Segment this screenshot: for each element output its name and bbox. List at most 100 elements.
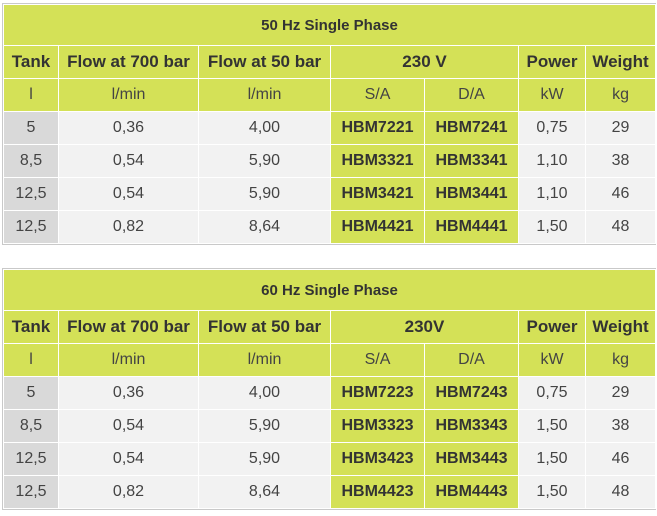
cell-weight: 38 [584, 144, 657, 178]
unit-flow-50: l/min [198, 78, 331, 112]
table-row: 12,5 0,54 5,90 HBM3423 HBM3443 1,50 46 [3, 442, 657, 476]
unit-weight: kg [584, 78, 657, 112]
cell-flow-50: 8,64 [198, 210, 331, 244]
table-row: 12,5 0,82 8,64 HBM4421 HBM4441 1,50 48 [3, 210, 657, 244]
cell-model-sa: HBM3421 [330, 177, 425, 211]
cell-tank: 5 [3, 111, 59, 145]
unit-power: kW [518, 343, 586, 377]
table-row: 5 0,36 4,00 HBM7223 HBM7243 0,75 29 [3, 376, 657, 410]
cell-tank: 12,5 [3, 475, 59, 509]
cell-model-sa: HBM4423 [330, 475, 425, 509]
header-weight: Weight [584, 45, 657, 79]
unit-row: l l/min l/min S/A D/A kW kg [3, 343, 657, 377]
cell-weight: 48 [584, 475, 657, 509]
unit-da: D/A [424, 343, 519, 377]
cell-model-sa: HBM7221 [330, 111, 425, 145]
cell-model-da: HBM4441 [424, 210, 519, 244]
cell-model-da: HBM3341 [424, 144, 519, 178]
cell-weight: 46 [584, 177, 657, 211]
cell-power: 1,50 [518, 210, 586, 244]
cell-model-da: HBM3443 [424, 442, 519, 476]
table-title: 50 Hz Single Phase [2, 4, 657, 46]
cell-tank: 5 [3, 376, 59, 410]
unit-row: l l/min l/min S/A D/A kW kg [3, 78, 657, 112]
cell-power: 1,50 [518, 475, 586, 509]
cell-weight: 29 [584, 376, 657, 410]
cell-tank: 12,5 [3, 442, 59, 476]
cell-tank: 12,5 [3, 177, 59, 211]
cell-flow-50: 4,00 [198, 376, 331, 410]
cell-weight: 29 [584, 111, 657, 145]
cell-model-sa: HBM7223 [330, 376, 425, 410]
spec-table: 60 Hz Single Phase Tank Flow at 700 bar … [2, 269, 657, 509]
header-voltage: 230 V [330, 45, 519, 79]
cell-power: 1,50 [518, 442, 586, 476]
header-flow-700: Flow at 700 bar [58, 45, 199, 79]
unit-weight: kg [584, 343, 657, 377]
spec-table-50hz: 50 Hz Single Phase Tank Flow at 700 bar … [2, 3, 657, 245]
cell-power: 1,10 [518, 144, 586, 178]
unit-flow-50: l/min [198, 343, 331, 377]
cell-tank: 8,5 [3, 409, 59, 443]
cell-power: 0,75 [518, 111, 586, 145]
header-tank: Tank [3, 310, 59, 344]
cell-tank: 8,5 [3, 144, 59, 178]
unit-tank: l [3, 343, 59, 377]
cell-model-sa: HBM3323 [330, 409, 425, 443]
cell-flow-700: 0,54 [58, 177, 199, 211]
unit-sa: S/A [330, 343, 425, 377]
cell-weight: 38 [584, 409, 657, 443]
table-row: 8,5 0,54 5,90 HBM3321 HBM3341 1,10 38 [3, 144, 657, 178]
cell-model-da: HBM4443 [424, 475, 519, 509]
cell-flow-50: 4,00 [198, 111, 331, 145]
unit-flow-700: l/min [58, 78, 199, 112]
table-row: 12,5 0,82 8,64 HBM4423 HBM4443 1,50 48 [3, 475, 657, 509]
cell-flow-700: 0,36 [58, 111, 199, 145]
cell-model-da: HBM7243 [424, 376, 519, 410]
cell-power: 0,75 [518, 376, 586, 410]
unit-da: D/A [424, 78, 519, 112]
table-row: 12,5 0,54 5,90 HBM3421 HBM3441 1,10 46 [3, 177, 657, 211]
spec-table: 50 Hz Single Phase Tank Flow at 700 bar … [2, 4, 657, 244]
header-voltage: 230V [330, 310, 519, 344]
cell-power: 1,50 [518, 409, 586, 443]
header-flow-700: Flow at 700 bar [58, 310, 199, 344]
cell-flow-700: 0,82 [58, 210, 199, 244]
header-power: Power [518, 45, 586, 79]
cell-flow-50: 5,90 [198, 177, 331, 211]
cell-power: 1,10 [518, 177, 586, 211]
cell-flow-700: 0,82 [58, 475, 199, 509]
title-row: 60 Hz Single Phase [2, 269, 657, 311]
cell-model-sa: HBM3321 [330, 144, 425, 178]
spec-table-60hz: 60 Hz Single Phase Tank Flow at 700 bar … [2, 268, 657, 510]
header-weight: Weight [584, 310, 657, 344]
cell-flow-50: 5,90 [198, 442, 331, 476]
cell-model-da: HBM3441 [424, 177, 519, 211]
cell-tank: 12,5 [3, 210, 59, 244]
header-row: Tank Flow at 700 bar Flow at 50 bar 230 … [3, 45, 657, 79]
cell-model-sa: HBM3423 [330, 442, 425, 476]
unit-sa: S/A [330, 78, 425, 112]
cell-flow-700: 0,36 [58, 376, 199, 410]
cell-flow-50: 5,90 [198, 409, 331, 443]
unit-tank: l [3, 78, 59, 112]
cell-flow-700: 0,54 [58, 409, 199, 443]
cell-model-da: HBM7241 [424, 111, 519, 145]
header-flow-50: Flow at 50 bar [198, 45, 331, 79]
cell-model-sa: HBM4421 [330, 210, 425, 244]
table-row: 5 0,36 4,00 HBM7221 HBM7241 0,75 29 [3, 111, 657, 145]
header-row: Tank Flow at 700 bar Flow at 50 bar 230V… [3, 310, 657, 344]
cell-flow-50: 5,90 [198, 144, 331, 178]
unit-flow-700: l/min [58, 343, 199, 377]
title-row: 50 Hz Single Phase [2, 4, 657, 46]
header-power: Power [518, 310, 586, 344]
table-row: 8,5 0,54 5,90 HBM3323 HBM3343 1,50 38 [3, 409, 657, 443]
cell-flow-700: 0,54 [58, 442, 199, 476]
unit-power: kW [518, 78, 586, 112]
cell-model-da: HBM3343 [424, 409, 519, 443]
cell-flow-700: 0,54 [58, 144, 199, 178]
cell-weight: 48 [584, 210, 657, 244]
header-tank: Tank [3, 45, 59, 79]
header-flow-50: Flow at 50 bar [198, 310, 331, 344]
table-title: 60 Hz Single Phase [2, 269, 657, 311]
